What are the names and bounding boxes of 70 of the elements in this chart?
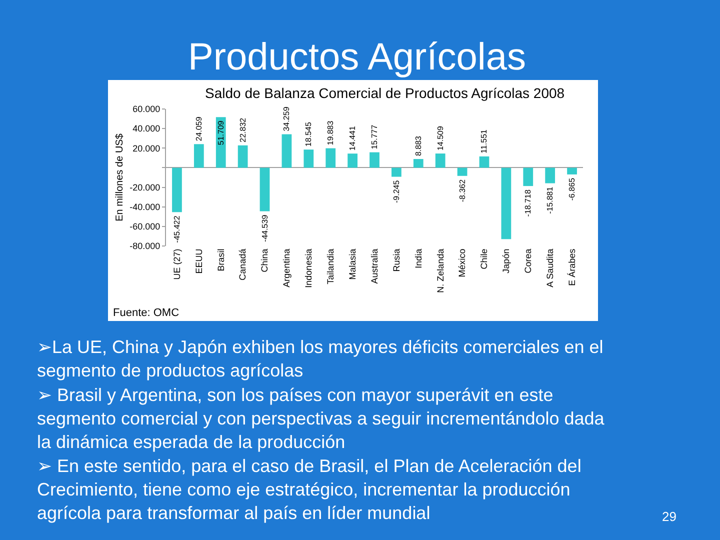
x-tick-label: Brasil: [216, 248, 226, 272]
y-tick-label: -80.000: [130, 241, 160, 252]
data-label: 11.551: [480, 128, 489, 154]
x-tick-label: Rusia: [391, 248, 402, 272]
x-tick-label: A Saudita: [545, 248, 556, 288]
x-tick-label: EEUU: [194, 248, 204, 274]
bar: [172, 168, 182, 212]
data-label: -9.245: [392, 180, 401, 203]
bar: [479, 156, 490, 168]
bar: [370, 152, 380, 168]
bar: [260, 168, 270, 212]
x-tick-label: Corea: [523, 248, 534, 274]
text: ➢La UE, China y Japón exhiben los mayores déficits comerciales en el segmento de productos agrícolas: [37, 337, 604, 380]
source-note: Fuente: OMC: [113, 307, 180, 319]
bar: [435, 154, 446, 168]
data-label: 14.441: [348, 126, 358, 151]
data-label: -45.422: [172, 215, 182, 243]
y-tick-label: -20.000: [130, 182, 160, 192]
bar: [545, 168, 556, 184]
data-label: 34.259: [282, 106, 292, 132]
x-tick-label: México: [457, 248, 468, 278]
bar: [392, 168, 402, 177]
data-label: 51.709: [216, 120, 226, 146]
chart-title: Productos Agrícolas: [188, 36, 526, 78]
y-tick-label: 40.000: [132, 124, 160, 134]
data-label: -18.718: [524, 189, 533, 217]
y-tick-label: 20.000: [132, 143, 160, 154]
x-tick-label: Chile: [479, 248, 490, 270]
x-tick-label: Japón: [501, 248, 512, 274]
bar: [457, 168, 468, 176]
data-label: 19.883: [326, 120, 336, 146]
text: ➢ Brasil y Argentina, son los países con mayor superávit en este segmento comercial y con perspectivas a seguir incrementándolo dada la dinámica esperada de la producción: [37, 385, 606, 452]
chart-subtitle: Saldo de Balanza Comercial de Productos Agrícolas 2008: [205, 85, 565, 101]
x-tick-label: Indonesia: [304, 248, 314, 288]
x-tick-label: Canadá: [238, 248, 248, 280]
data-label: -8.362: [458, 178, 467, 202]
data-label: 8.883: [414, 135, 423, 156]
data-label: -6.865: [568, 177, 577, 201]
x-tick-label: Malasia: [347, 248, 358, 280]
x-tick-label: UE (27): [172, 248, 182, 280]
bar: [348, 154, 358, 168]
data-label: 18.545: [304, 122, 314, 147]
data-label: 22.832: [238, 117, 248, 142]
data-label: -44.539: [260, 214, 270, 242]
x-tick-label: China: [260, 248, 270, 272]
text: 29: [662, 509, 676, 524]
x-tick-label: N. Zelanda: [435, 248, 446, 293]
bar: [326, 148, 336, 168]
data-label: 24.059: [194, 116, 204, 142]
data-label: 14.509: [436, 126, 445, 151]
bar: [304, 150, 314, 168]
data-label: -15.881: [546, 186, 555, 214]
text: ➢ En este sentido, para el caso de Brasil, el Plan de Aceleración del Crecimiento, tiene como eje estratégico, incrementar la producción agrícola para transformar al país en líder mundial: [37, 456, 582, 523]
bar: [567, 168, 577, 174]
x-tick-label: Australia: [369, 248, 380, 284]
bar: [194, 144, 204, 168]
bar: [238, 145, 248, 168]
bar: [523, 168, 534, 186]
y-tick-label: 60.000: [132, 104, 160, 114]
x-tick-label: E Árabes: [566, 248, 577, 286]
bar: [501, 168, 512, 240]
y-tick-label: -40.000: [130, 202, 160, 212]
y-axis-title: En millones de US$: [114, 133, 126, 222]
x-tick-label: India: [413, 248, 424, 268]
x-tick-label: Tailandia: [326, 248, 336, 284]
x-tick-label: Argentina: [282, 248, 292, 288]
y-tick-label: -60.000: [130, 222, 160, 232]
data-label: 15.777: [370, 124, 379, 150]
bar: [413, 159, 424, 168]
bar: [282, 134, 292, 168]
